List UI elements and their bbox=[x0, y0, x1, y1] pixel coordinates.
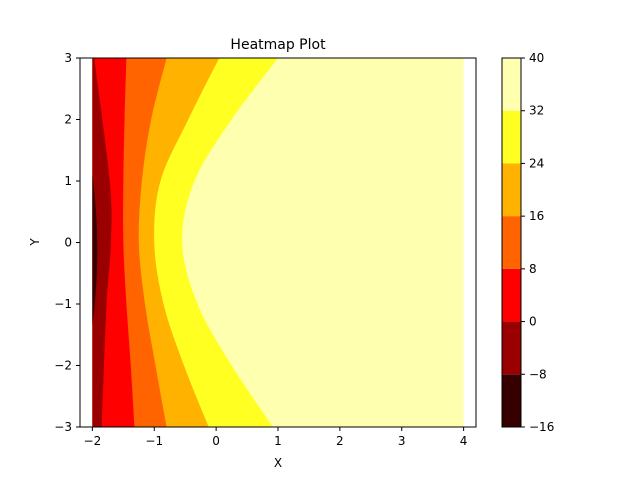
colorbar: −16 −8 0 8 16 24 32 40 bbox=[501, 51, 554, 434]
x-tick-label: 1 bbox=[274, 434, 282, 448]
x-axis-label: X bbox=[274, 456, 282, 470]
colorbar-tick-label: 32 bbox=[529, 104, 544, 118]
colorbar-tick-label: 24 bbox=[529, 156, 544, 170]
y-tick-label: −1 bbox=[54, 297, 72, 311]
colorbar-tick-label: 8 bbox=[529, 262, 537, 276]
y-tick-label: −2 bbox=[54, 359, 72, 373]
x-tick-label: 0 bbox=[212, 434, 220, 448]
y-tick-label: −3 bbox=[54, 420, 72, 434]
colorbar-frame bbox=[501, 57, 522, 428]
colorbar-segment bbox=[502, 268, 521, 322]
x-axis: −2 −1 0 1 2 3 4 bbox=[84, 427, 468, 448]
colorbar-tick-label: −16 bbox=[529, 420, 554, 434]
colorbar-segment bbox=[502, 110, 521, 164]
y-tick-label: 0 bbox=[64, 236, 72, 250]
contour-band-below--8 bbox=[92, 174, 98, 326]
colorbar-tick-label: 40 bbox=[529, 51, 544, 65]
colorbar-segment bbox=[502, 374, 521, 427]
colorbar-tick-label: 16 bbox=[529, 209, 544, 223]
colorbar-tick-label: 0 bbox=[529, 315, 537, 329]
colorbar-segment bbox=[502, 216, 521, 269]
contour-band-below-0 bbox=[92, 58, 112, 427]
x-tick-label: −2 bbox=[84, 434, 102, 448]
colorbar-segment bbox=[502, 58, 521, 111]
x-tick-label: 2 bbox=[336, 434, 344, 448]
y-tick-label: 1 bbox=[64, 174, 72, 188]
y-tick-label: 3 bbox=[64, 51, 72, 65]
x-tick-label: 4 bbox=[460, 434, 468, 448]
colorbar-tick-label: −8 bbox=[529, 367, 547, 381]
colorbar-segment bbox=[502, 321, 521, 375]
x-tick-label: −1 bbox=[145, 434, 163, 448]
y-tick-label: 2 bbox=[64, 113, 72, 127]
x-tick-label: 3 bbox=[398, 434, 406, 448]
y-axis: −3 −2 −1 0 1 2 3 bbox=[54, 51, 80, 434]
colorbar-segment bbox=[502, 163, 521, 217]
contour-fills bbox=[92, 58, 464, 427]
y-axis-label: Y bbox=[28, 238, 42, 247]
chart-title: Heatmap Plot bbox=[230, 37, 326, 53]
